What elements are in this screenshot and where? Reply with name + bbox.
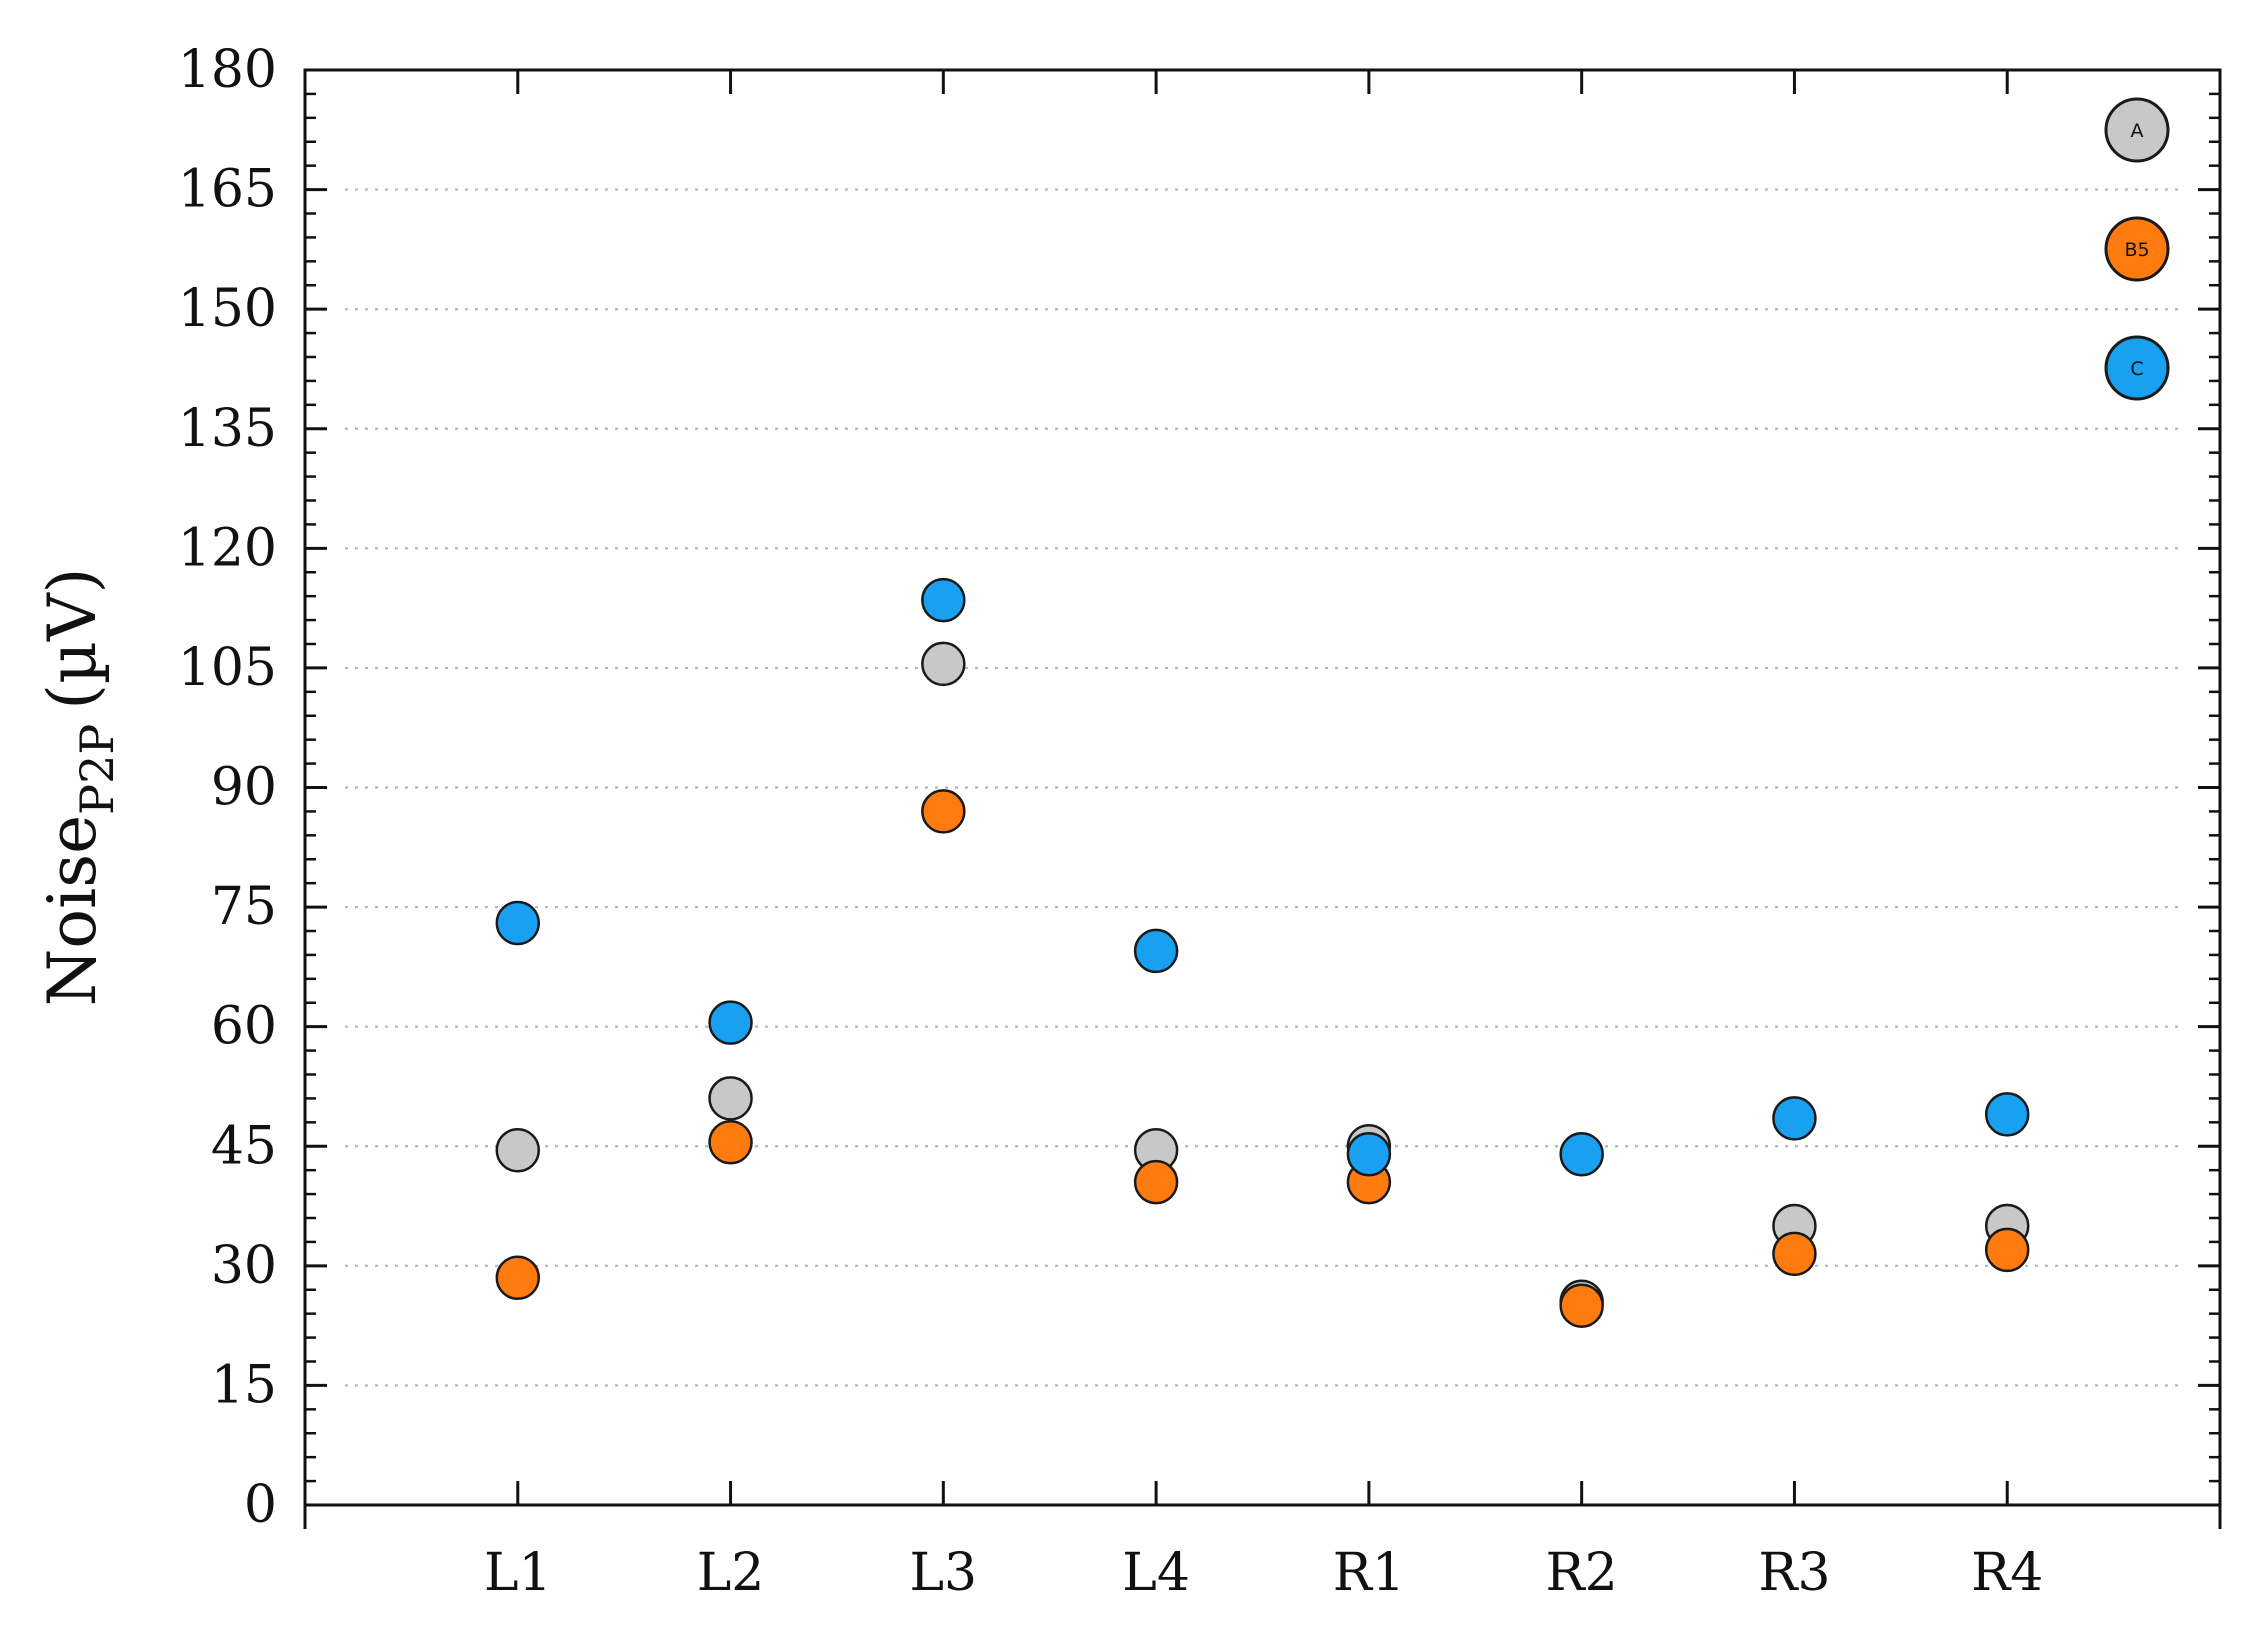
point-c	[1559, 1131, 1604, 1177]
point-a	[495, 1127, 541, 1173]
legend-label-a: A	[2131, 120, 2144, 142]
y-tick-labels: 0 15 30 45 60 75 90 105 120 135 150 165 180	[178, 40, 277, 1535]
y-tick-label: 15	[211, 1355, 277, 1415]
y-tick-label: 0	[244, 1475, 277, 1535]
x-tick-label: R4	[1971, 1543, 2043, 1603]
point-c	[1346, 1131, 1392, 1177]
y-tick-label: 105	[178, 638, 277, 698]
plot-frame	[303, 68, 2222, 1507]
axis-ticks	[303, 68, 2222, 1529]
x-tick-label: R1	[1333, 1543, 1405, 1603]
y-tick-label: 60	[211, 997, 277, 1057]
y-tick-label: 90	[211, 758, 277, 818]
x-tick-label: R3	[1758, 1543, 1830, 1603]
legend-marker-a	[2104, 97, 2170, 163]
point-b5	[1559, 1283, 1604, 1328]
y-tick-label: 45	[211, 1116, 277, 1176]
legend: A B5 C	[2104, 97, 2170, 401]
point-b5	[1133, 1159, 1179, 1205]
x-tick-label: R2	[1546, 1543, 1618, 1603]
point-c	[1984, 1092, 2030, 1137]
point-b5	[1772, 1231, 1817, 1277]
point-b5	[1984, 1227, 2030, 1273]
point-b5	[495, 1255, 541, 1301]
data-points	[495, 577, 2030, 1328]
y-tick-label: 120	[178, 518, 277, 578]
legend-label-c: C	[2130, 358, 2143, 380]
grid-lines	[345, 188, 2180, 1387]
x-tick-label: L1	[484, 1543, 552, 1603]
point-a	[708, 1076, 753, 1121]
x-tick-label: L2	[697, 1543, 765, 1603]
y-tick-label: 150	[178, 279, 277, 339]
point-c	[1133, 928, 1179, 974]
legend-label-b5: B5	[2124, 239, 2149, 261]
point-a	[921, 641, 966, 687]
y-tick-label: 30	[211, 1236, 277, 1296]
point-c	[708, 1000, 753, 1045]
point-c	[495, 900, 541, 946]
y-tick-label: 180	[178, 40, 277, 100]
legend-marker-c	[2104, 335, 2170, 401]
y-axis-title-main: Noise	[34, 815, 111, 1007]
y-axis-title-unit: (µV)	[34, 568, 111, 710]
y-tick-label: 165	[178, 160, 277, 220]
y-tick-label: 75	[211, 877, 277, 937]
x-tick-label: L4	[1122, 1543, 1190, 1603]
point-b5	[921, 789, 966, 834]
x-tick-labels: L1 L2 L3 L4 R1 R2 R3 R4	[484, 1543, 2043, 1603]
point-c	[921, 577, 966, 623]
y-axis-title: NoiseP2P (µV)	[34, 568, 124, 1007]
y-tick-label: 135	[178, 399, 277, 459]
y-axis-title-subscript: P2P	[70, 724, 124, 815]
point-b5	[708, 1120, 753, 1165]
point-c	[1772, 1096, 1817, 1141]
x-tick-label: L3	[910, 1543, 978, 1603]
legend-marker-b5	[2104, 216, 2170, 282]
